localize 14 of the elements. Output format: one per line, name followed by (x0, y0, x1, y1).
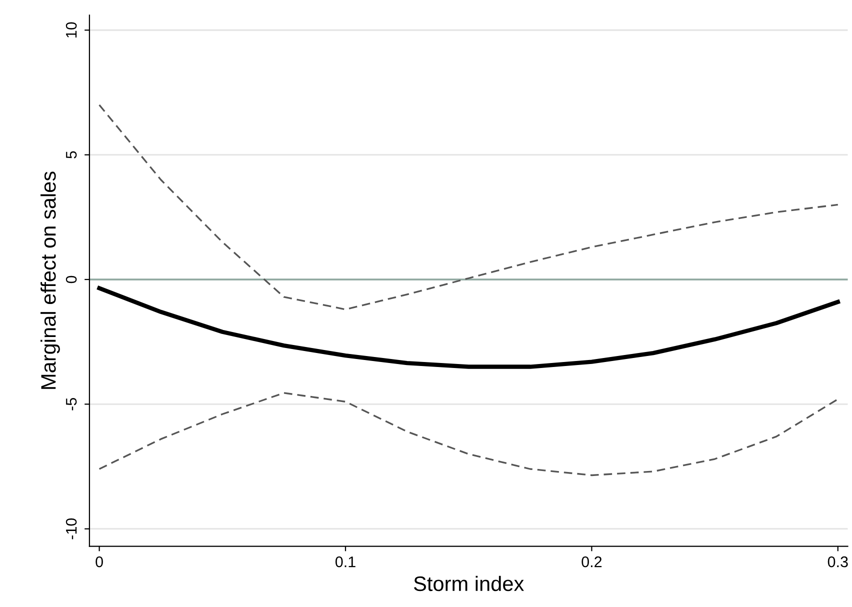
line-series (97, 286, 840, 369)
y-tick-label: -10 (66, 518, 77, 540)
x-tick-label: 0.2 (582, 556, 602, 568)
x-tick-label: 0 (96, 556, 103, 568)
x-axis-title: Storm index (414, 576, 524, 592)
x-tick-label: 0.3 (828, 556, 848, 568)
y-axis-title: Marginal effect on sales (40, 172, 60, 389)
y-tick-label: 5 (66, 151, 77, 158)
y-tick-label: -5 (66, 398, 77, 410)
y-tick-label: 10 (66, 22, 77, 38)
line-series (98, 104, 839, 310)
line-series (98, 392, 839, 476)
x-tick-label: 0.1 (335, 556, 356, 568)
y-tick-label: 0 (66, 276, 77, 284)
